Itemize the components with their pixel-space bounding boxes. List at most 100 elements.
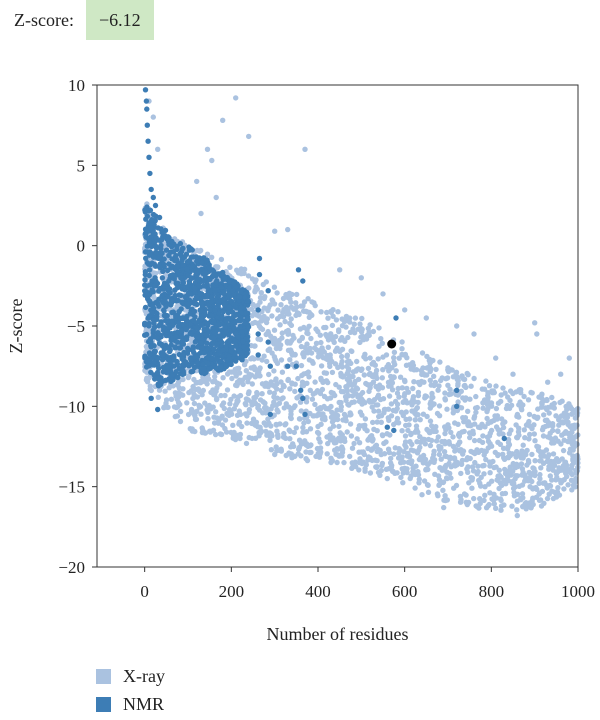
x-ray-point — [495, 452, 501, 459]
x-ray-point — [274, 407, 280, 413]
x-ray-point — [324, 434, 330, 440]
x-ray-point — [443, 376, 449, 382]
nmr-point — [214, 342, 220, 348]
x-ray-point — [542, 417, 549, 424]
legend-swatch-nmr — [96, 696, 111, 712]
x-ray-point — [513, 473, 519, 479]
nmr-point — [213, 356, 220, 362]
x-ray-point — [332, 447, 338, 453]
x-ray-point — [514, 507, 520, 513]
x-ray-point — [510, 460, 516, 467]
x-ray-point — [475, 463, 481, 469]
x-ray-point — [482, 492, 488, 498]
x-ray-point — [278, 446, 284, 452]
x-ray-point — [549, 440, 555, 446]
nmr-outlier-point — [300, 395, 306, 401]
nmr-point — [187, 311, 193, 317]
nmr-point — [201, 326, 207, 333]
x-ray-point — [211, 414, 217, 420]
x-ray-point — [325, 337, 332, 343]
x-tick-label: 0 — [140, 582, 149, 601]
x-ray-point — [378, 419, 384, 425]
x-ray-point — [391, 374, 397, 380]
x-ray-point — [380, 367, 386, 373]
x-ray-point — [412, 417, 418, 423]
x-ray-point — [231, 393, 237, 399]
x-ray-point — [367, 355, 373, 361]
x-ray-point — [202, 400, 208, 406]
x-ray-point — [245, 273, 252, 279]
x-ray-point — [342, 318, 349, 324]
x-ray-point — [359, 366, 365, 372]
x-ray-outlier-point — [534, 331, 540, 337]
x-ray-point — [538, 465, 544, 471]
x-ray-point — [415, 429, 421, 435]
x-ray-point — [551, 400, 557, 407]
x-ray-point — [271, 390, 277, 396]
nmr-outlier-point — [285, 363, 291, 369]
legend-label-nmr: NMR — [123, 693, 165, 714]
x-ray-point — [415, 379, 421, 386]
nmr-point — [146, 313, 153, 319]
x-ray-point — [281, 405, 287, 411]
x-ray-point — [390, 468, 396, 475]
x-ray-point — [361, 354, 367, 360]
x-ray-point — [436, 451, 443, 458]
nmr-point — [192, 354, 198, 360]
x-ray-point — [273, 345, 280, 352]
zscore-header: Z-score: −6.12 — [14, 0, 154, 40]
x-ray-point — [572, 415, 579, 421]
x-ray-point — [438, 456, 444, 462]
x-ray-outlier-point — [213, 194, 219, 201]
x-ray-point — [272, 383, 278, 389]
x-ray-point — [499, 416, 505, 422]
nmr-point — [142, 304, 149, 311]
x-ray-point — [349, 465, 355, 471]
x-ray-point — [516, 483, 522, 489]
x-ray-point — [519, 491, 526, 497]
nmr-point — [143, 228, 150, 235]
x-ray-point — [273, 422, 280, 428]
nmr-outlier-point — [298, 387, 304, 393]
x-ray-point — [375, 386, 382, 392]
nmr-point — [201, 283, 207, 289]
x-tick-label: 400 — [305, 582, 331, 601]
x-ray-point — [446, 439, 452, 445]
nmr-point — [191, 308, 198, 315]
x-ray-point — [191, 391, 197, 397]
nmr-point — [211, 318, 217, 325]
x-ray-point — [343, 414, 349, 420]
x-ray-point — [227, 401, 233, 407]
nmr-point — [228, 348, 234, 354]
x-ray-point — [506, 431, 512, 437]
x-ray-point — [481, 386, 488, 392]
x-ray-point — [488, 403, 495, 409]
x-ray-outlier-point — [573, 475, 579, 482]
x-ray-point — [570, 424, 577, 430]
x-ray-point — [376, 325, 382, 331]
x-ray-point — [480, 405, 486, 411]
x-ray-point — [549, 488, 555, 494]
x-ray-point — [469, 475, 476, 481]
x-ray-point — [555, 485, 561, 491]
nmr-outlier-point — [144, 122, 150, 128]
nmr-point — [184, 266, 190, 272]
x-ray-point — [173, 404, 180, 411]
x-ray-point — [513, 422, 519, 428]
nmr-point — [198, 340, 204, 346]
x-ray-point — [561, 430, 568, 436]
x-ray-point — [339, 445, 345, 452]
x-ray-point — [252, 422, 259, 428]
nmr-point — [172, 292, 178, 299]
nmr-point — [233, 342, 239, 349]
x-ray-point — [561, 477, 567, 483]
x-ray-point — [220, 400, 227, 406]
x-ray-point — [538, 503, 545, 509]
nmr-point — [145, 358, 151, 364]
chart-legend: X-ray NMR — [96, 662, 165, 718]
zscore-label: Z-score: — [14, 9, 74, 30]
x-ray-point — [271, 368, 277, 374]
x-ray-point — [303, 449, 309, 455]
nmr-outlier-point — [145, 138, 151, 144]
x-ray-point — [537, 471, 543, 478]
